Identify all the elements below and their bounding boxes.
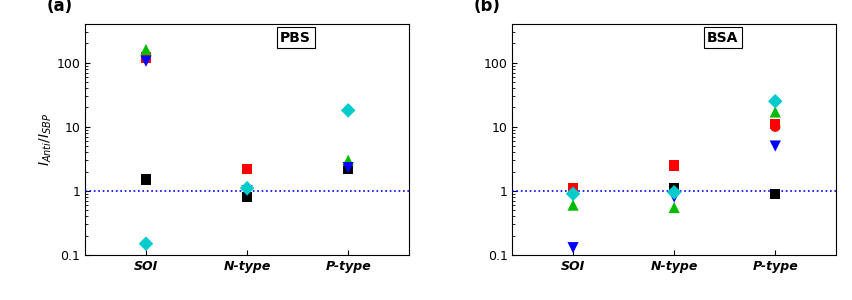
Point	[240, 195, 254, 200]
Text: BSA: BSA	[706, 31, 738, 45]
Point	[341, 165, 354, 170]
Point	[566, 245, 579, 250]
Point	[566, 186, 579, 190]
Point	[139, 47, 153, 52]
Point	[768, 110, 781, 114]
Point	[341, 108, 354, 113]
Point	[768, 144, 781, 148]
Point	[566, 203, 579, 208]
Point	[666, 205, 680, 210]
Point	[768, 124, 781, 129]
Point	[666, 190, 680, 195]
Point	[666, 163, 680, 168]
Point	[341, 167, 354, 171]
Point	[139, 177, 153, 182]
Text: (b): (b)	[473, 0, 500, 15]
Y-axis label: $I_{Anti}/I_{SBP}$: $I_{Anti}/I_{SBP}$	[37, 113, 54, 166]
Point	[666, 186, 680, 190]
Point	[666, 195, 680, 200]
Point	[240, 167, 254, 171]
Point	[240, 186, 254, 190]
Point	[341, 158, 354, 163]
Point	[566, 191, 579, 196]
Point	[768, 99, 781, 103]
Point	[139, 55, 153, 60]
Text: PBS: PBS	[279, 31, 311, 45]
Point	[139, 241, 153, 246]
Text: (a): (a)	[46, 0, 72, 15]
Point	[139, 59, 153, 64]
Point	[768, 122, 781, 127]
Point	[768, 191, 781, 196]
Point	[240, 188, 254, 193]
